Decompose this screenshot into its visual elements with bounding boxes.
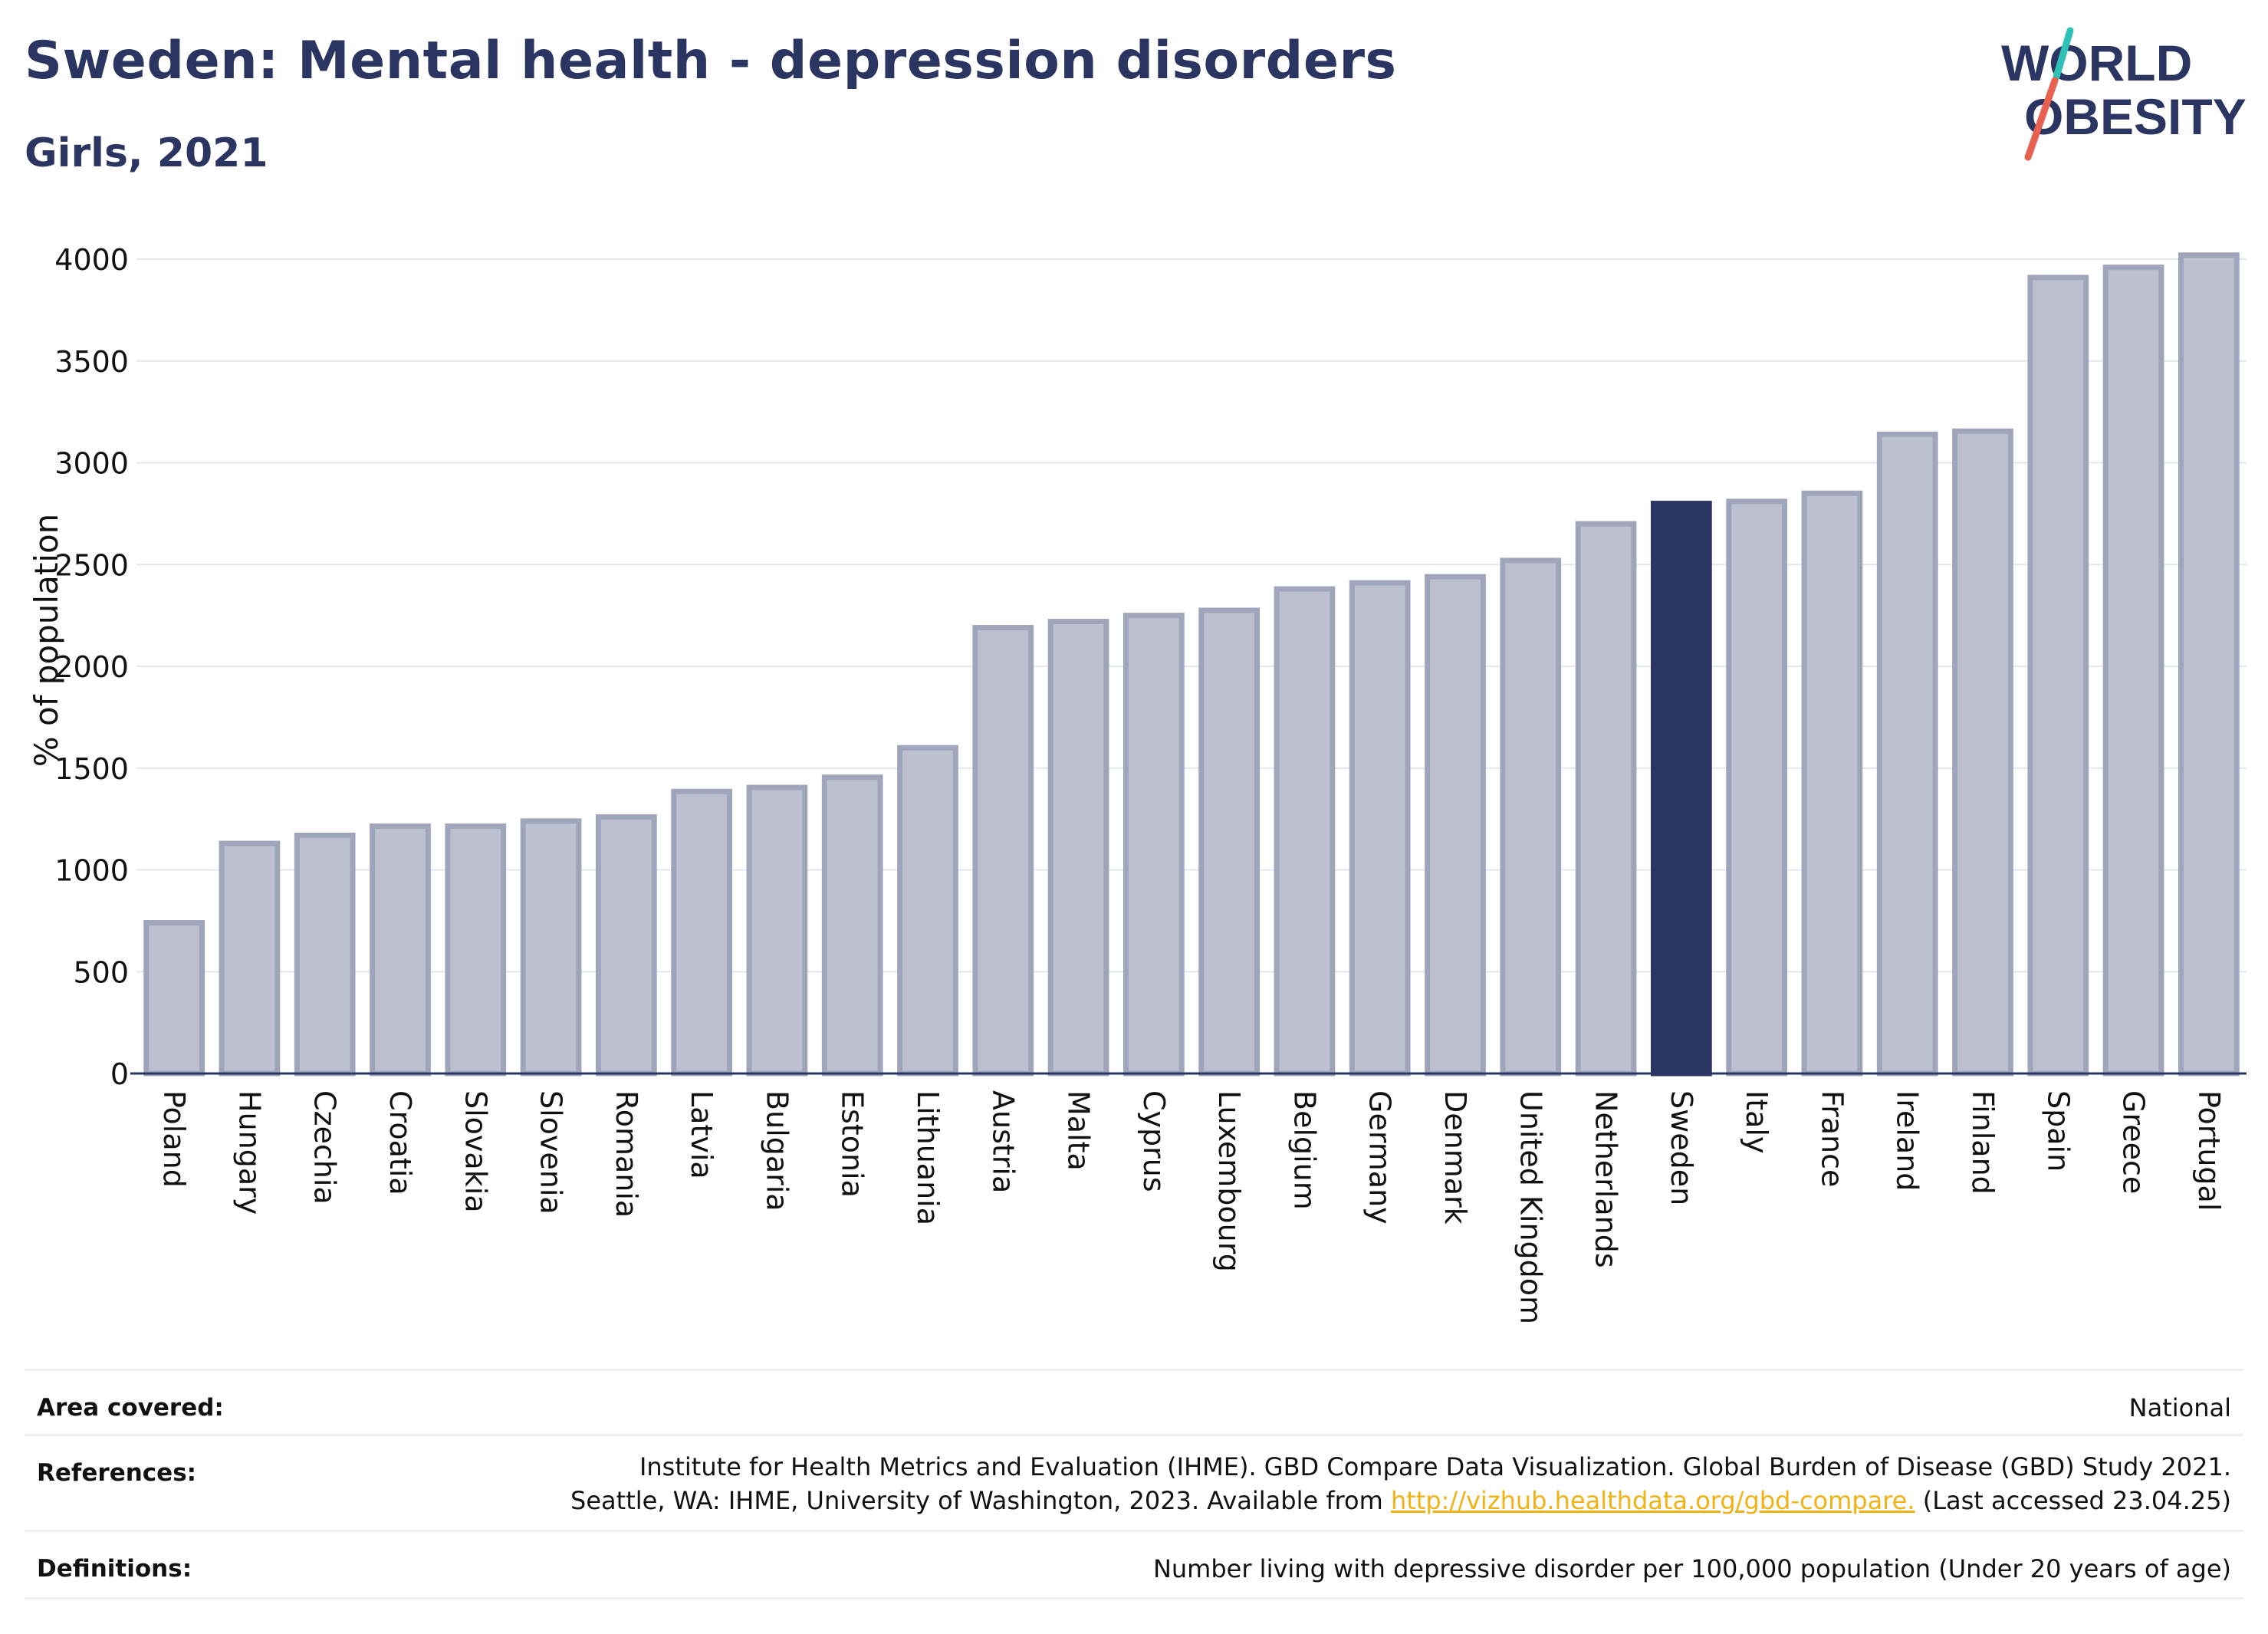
bar-latvia[interactable] bbox=[671, 788, 733, 1077]
references-line-1: Institute for Health Metrics and Evaluat… bbox=[639, 1452, 2231, 1481]
x-tick-label: Ireland bbox=[1891, 1090, 1925, 1191]
x-tick-label: Lithuania bbox=[911, 1090, 945, 1225]
bar-denmark[interactable] bbox=[1425, 574, 1486, 1077]
bar-portugal[interactable] bbox=[2178, 252, 2240, 1077]
references-value: Institute for Health Metrics and Evaluat… bbox=[570, 1450, 2231, 1517]
x-tick-label: Bulgaria bbox=[760, 1090, 794, 1212]
bar-greece[interactable] bbox=[2102, 265, 2164, 1077]
x-tick-label: Romania bbox=[610, 1090, 643, 1218]
references-label: References: bbox=[37, 1459, 197, 1487]
bar-romania[interactable] bbox=[595, 814, 657, 1077]
references-text: Seattle, WA: IHME, University of Washing… bbox=[570, 1486, 1391, 1515]
x-tick-label: Greece bbox=[2117, 1090, 2151, 1194]
x-tick-label: France bbox=[1815, 1090, 1849, 1187]
references-link[interactable]: http://vizhub.healthdata.org/gbd-compare… bbox=[1390, 1486, 1915, 1515]
x-tick-label: Portugal bbox=[2192, 1090, 2226, 1211]
logo-word-1: WORLD bbox=[2001, 35, 2192, 91]
x-tick-label: Netherlands bbox=[1589, 1090, 1623, 1268]
bar-malta[interactable] bbox=[1047, 619, 1109, 1077]
bar-bulgaria[interactable] bbox=[746, 784, 808, 1077]
y-tick-label: 1000 bbox=[54, 854, 129, 888]
bar-germany[interactable] bbox=[1349, 580, 1411, 1077]
chart-subtitle: Girls, 2021 bbox=[25, 130, 268, 176]
x-tick-label: Belgium bbox=[1287, 1090, 1321, 1210]
area-covered-value: National bbox=[2128, 1393, 2231, 1422]
bar-cyprus[interactable] bbox=[1122, 613, 1185, 1077]
bar-chart: 0 500 1000 1500 2000 2500 3000 3500 4000 Poland H… bbox=[28, 243, 2247, 1324]
definitions-value: Number living with depressive disorder p… bbox=[1152, 1554, 2231, 1583]
y-tick-label: 1500 bbox=[54, 752, 129, 786]
bar-united-kingdom[interactable] bbox=[1500, 557, 1562, 1077]
info-row-area: Area covered: National bbox=[25, 1369, 2243, 1436]
bar-hungary[interactable] bbox=[219, 840, 281, 1077]
x-tick-label: Finland bbox=[1966, 1090, 2000, 1195]
bar-spain[interactable] bbox=[2027, 275, 2089, 1077]
bar-belgium[interactable] bbox=[1274, 586, 1336, 1077]
y-axis-ticks: 0 500 1000 1500 2000 2500 3000 3500 4000 bbox=[54, 243, 129, 1091]
y-tick-label: 4000 bbox=[54, 243, 129, 277]
bar-estonia[interactable] bbox=[821, 774, 883, 1077]
bar-finland[interactable] bbox=[1952, 428, 2013, 1077]
x-tick-label: Malta bbox=[1062, 1090, 1096, 1171]
y-tick-label: 500 bbox=[73, 955, 129, 989]
bar-netherlands[interactable] bbox=[1575, 521, 1637, 1077]
x-tick-label: Slovakia bbox=[459, 1090, 492, 1213]
x-tick-label: Luxembourg bbox=[1212, 1090, 1246, 1272]
bar-ireland[interactable] bbox=[1876, 431, 1938, 1077]
bar-slovakia[interactable] bbox=[445, 823, 507, 1077]
bar-sweden[interactable] bbox=[1650, 501, 1712, 1077]
x-tick-label: Slovenia bbox=[534, 1090, 568, 1215]
chart-title: Sweden: Mental health - depression disor… bbox=[25, 31, 1397, 91]
x-tick-label: Germany bbox=[1363, 1090, 1397, 1225]
y-tick-label: 2000 bbox=[54, 650, 129, 684]
bar-luxembourg[interactable] bbox=[1198, 607, 1261, 1077]
references-accessed: (Last accessed 23.04.25) bbox=[1915, 1486, 2231, 1515]
info-row-definitions: Definitions: Number living with depressi… bbox=[25, 1530, 2243, 1599]
bar-poland[interactable] bbox=[143, 920, 205, 1077]
bars bbox=[143, 252, 2240, 1077]
bar-croatia[interactable] bbox=[370, 823, 431, 1077]
x-tick-label: Czechia bbox=[308, 1090, 342, 1205]
bar-italy[interactable] bbox=[1726, 498, 1788, 1077]
world-obesity-logo: WORLD OBESITY bbox=[2001, 27, 2247, 161]
logo-word-2: OBESITY bbox=[2024, 88, 2247, 145]
y-tick-label: 3000 bbox=[54, 447, 129, 481]
bar-slovenia[interactable] bbox=[520, 818, 582, 1077]
y-axis-label: % of population bbox=[28, 514, 65, 768]
x-tick-label: Latvia bbox=[685, 1090, 718, 1179]
x-tick-label: Italy bbox=[1740, 1090, 1773, 1153]
area-covered-label: Area covered: bbox=[37, 1394, 224, 1422]
bar-austria[interactable] bbox=[972, 625, 1034, 1077]
x-tick-label: Hungary bbox=[232, 1090, 266, 1215]
x-tick-label: Austria bbox=[986, 1090, 1020, 1193]
x-tick-label: Estonia bbox=[836, 1090, 869, 1198]
x-tick-label: Denmark bbox=[1438, 1090, 1472, 1225]
x-axis-ticks: Poland Hungary Czechia Croatia Slovakia Slove… bbox=[157, 1090, 2226, 1324]
info-row-references: References: Institute for Health Metrics… bbox=[25, 1434, 2243, 1532]
y-tick-label: 0 bbox=[110, 1057, 129, 1091]
x-tick-label: United Kingdom bbox=[1514, 1090, 1547, 1324]
references-line-2: Seattle, WA: IHME, University of Washing… bbox=[570, 1484, 2231, 1517]
bar-france[interactable] bbox=[1801, 490, 1863, 1077]
bar-czechia[interactable] bbox=[294, 832, 356, 1077]
x-tick-label: Cyprus bbox=[1137, 1090, 1171, 1192]
x-tick-label: Poland bbox=[157, 1090, 191, 1188]
x-tick-label: Sweden bbox=[1665, 1090, 1698, 1205]
bar-lithuania[interactable] bbox=[897, 745, 958, 1077]
definitions-label: Definitions: bbox=[37, 1555, 192, 1583]
x-tick-label: Croatia bbox=[383, 1090, 417, 1195]
y-tick-label: 2500 bbox=[54, 548, 129, 582]
info-table: Area covered: National References: Insti… bbox=[25, 1369, 2243, 1599]
y-tick-label: 3500 bbox=[54, 345, 129, 379]
x-tick-label: Spain bbox=[2041, 1090, 2075, 1172]
